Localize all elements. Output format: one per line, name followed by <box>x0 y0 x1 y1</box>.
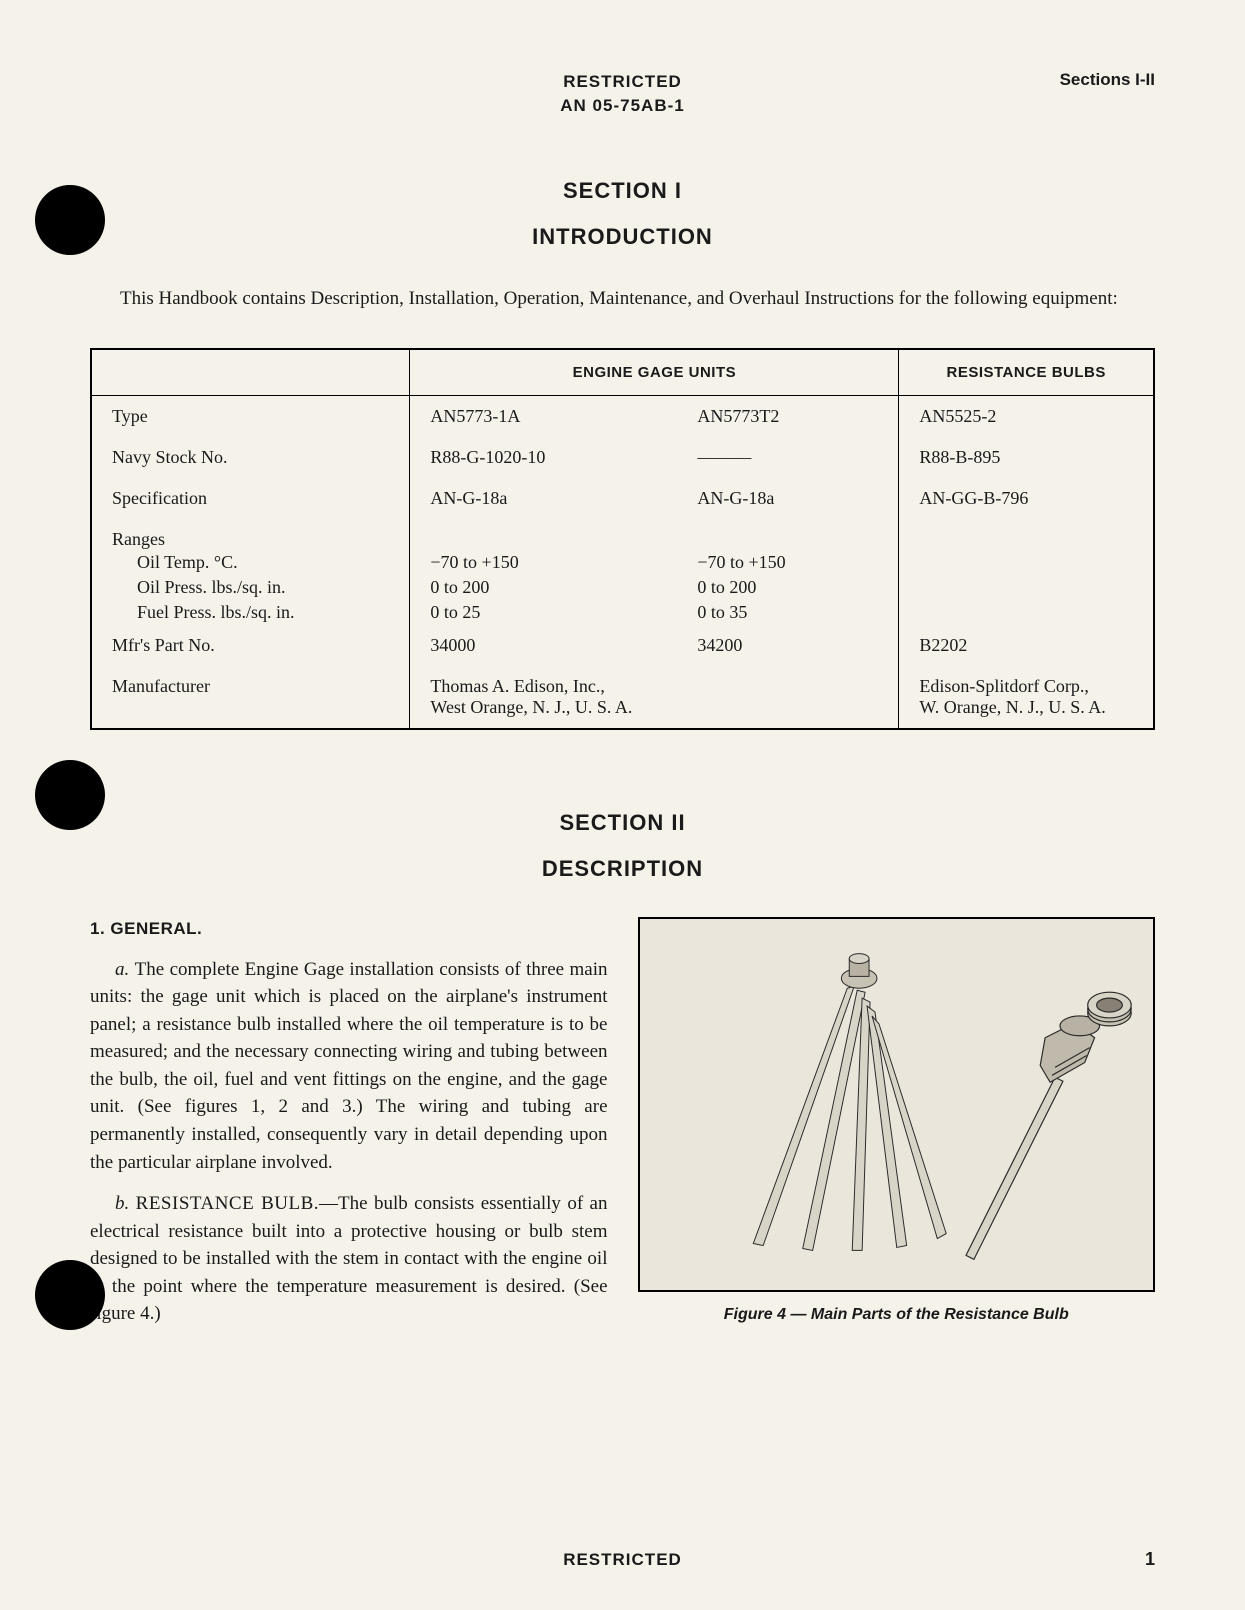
punch-hole <box>35 760 105 830</box>
classification-bottom: RESTRICTED <box>563 1550 682 1570</box>
general-heading: 1. GENERAL. <box>90 917 608 942</box>
table-row: Mfr's Part No. 34000 34200 B2202 <box>91 625 1154 666</box>
table-row: Ranges <box>91 519 1154 550</box>
figure-4 <box>638 917 1156 1292</box>
paragraph-b: b. RESISTANCE BULB.—The bulb consists es… <box>90 1190 608 1328</box>
paragraph-a: a. The complete Engine Gage installation… <box>90 956 608 1176</box>
section-2-heading: SECTION II <box>90 810 1155 836</box>
section-1-subheading: INTRODUCTION <box>90 224 1155 250</box>
punch-hole <box>35 1260 105 1330</box>
equipment-table: ENGINE GAGE UNITS RESISTANCE BULBS Type … <box>90 348 1155 730</box>
classification-top: RESTRICTED <box>560 70 684 94</box>
intro-paragraph: This Handbook contains Description, Inst… <box>90 285 1155 314</box>
table-row: Navy Stock No. R88-G-1020-10 ——— R88-B-8… <box>91 437 1154 478</box>
document-number: AN 05-75AB-1 <box>560 94 684 118</box>
table-row: Fuel Press. lbs./sq. in. 0 to 25 0 to 35 <box>91 600 1154 625</box>
table-row: Specification AN-G-18a AN-G-18a AN-GG-B-… <box>91 478 1154 519</box>
sections-label: Sections I-II <box>955 70 1155 90</box>
col-resistance-bulbs: RESISTANCE BULBS <box>899 349 1154 396</box>
section-2-subheading: DESCRIPTION <box>90 856 1155 882</box>
col-engine-gage: ENGINE GAGE UNITS <box>410 349 899 396</box>
punch-hole <box>35 185 105 255</box>
table-row: Oil Press. lbs./sq. in. 0 to 200 0 to 20… <box>91 575 1154 600</box>
page-number: 1 <box>1145 1549 1155 1570</box>
table-row: Oil Temp. °C. −70 to +150 −70 to +150 <box>91 550 1154 575</box>
section-1-heading: SECTION I <box>90 178 1155 204</box>
table-row: Manufacturer Thomas A. Edison, Inc., Wes… <box>91 666 1154 729</box>
page-footer: RESTRICTED 1 <box>90 1549 1155 1570</box>
figure-4-caption: Figure 4 — Main Parts of the Resistance … <box>724 1306 1069 1324</box>
table-row: Type AN5773-1A AN5773T2 AN5525-2 <box>91 396 1154 438</box>
page-header: RESTRICTED AN 05-75AB-1 Sections I-II <box>90 70 1155 118</box>
intro-text: This Handbook contains Description, Inst… <box>120 288 1118 309</box>
